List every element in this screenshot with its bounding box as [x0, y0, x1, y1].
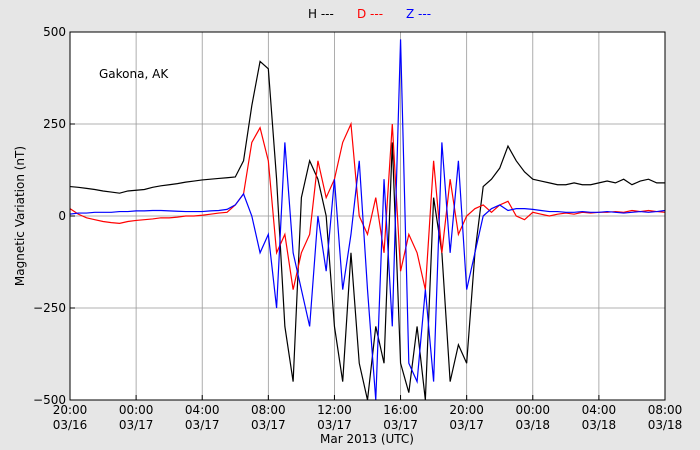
x-tick-label: 04:00: [582, 403, 617, 417]
y-tick-label: −250: [33, 301, 66, 315]
x-tick-label: 20:00: [449, 403, 484, 417]
x-tick-label: 03/17: [185, 418, 220, 432]
x-tick-label: 04:00: [185, 403, 220, 417]
x-tick-label: 16:00: [383, 403, 418, 417]
x-tick-label: 03/17: [317, 418, 352, 432]
x-axis-label: Mar 2013 (UTC): [320, 432, 414, 446]
series-line: [70, 39, 665, 400]
x-tick-label: 03/17: [449, 418, 484, 432]
x-tick-label: 12:00: [317, 403, 352, 417]
legend-entry: Z ---: [406, 7, 431, 21]
x-tick-label: 03/17: [383, 418, 418, 432]
y-axis-label: Magnetic Variation (nT): [13, 146, 27, 286]
y-tick-label: 250: [43, 117, 66, 131]
y-tick-label: 0: [58, 209, 66, 223]
x-tick-label: 00:00: [515, 403, 550, 417]
y-tick-label: 500: [43, 25, 66, 39]
legend-entry: D ---: [357, 7, 383, 21]
x-tick-label: 03/18: [515, 418, 550, 432]
x-tick-label: 08:00: [251, 403, 286, 417]
x-tick-label: 03/18: [582, 418, 617, 432]
y-tick-label: −500: [33, 393, 66, 407]
series-line: [70, 121, 665, 290]
x-tick-label: 08:00: [648, 403, 683, 417]
x-tick-label: 00:00: [119, 403, 154, 417]
x-tick-label: 03/16: [53, 418, 88, 432]
legend-entry: H ---: [308, 7, 334, 21]
series-line: [70, 60, 665, 400]
x-tick-label: 03/17: [251, 418, 286, 432]
annotation: Gakona, AK: [99, 67, 169, 81]
x-tick-label: 03/17: [119, 418, 154, 432]
x-tick-label: 03/18: [648, 418, 683, 432]
x-tick-label: 20:00: [53, 403, 88, 417]
